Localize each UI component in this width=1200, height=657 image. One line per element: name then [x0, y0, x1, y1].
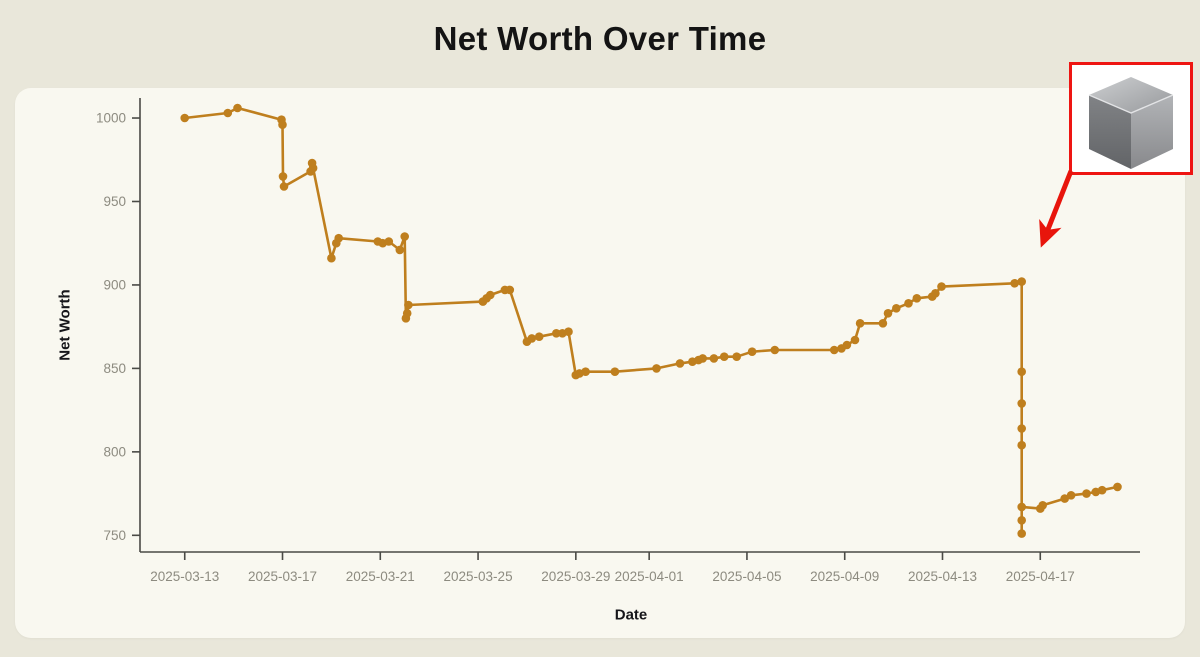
data-point [180, 113, 189, 123]
data-point [1017, 399, 1026, 408]
data-point [1017, 277, 1026, 286]
data-point [1097, 485, 1107, 495]
data-point [223, 108, 233, 118]
y-tick-label: 750 [103, 528, 126, 543]
data-point [675, 359, 685, 368]
y-tick-label: 900 [103, 277, 126, 292]
data-point [1113, 482, 1122, 492]
x-tick-label: 2025-03-25 [444, 569, 513, 584]
data-point [505, 285, 515, 295]
page-title: Net Worth Over Time [433, 20, 767, 57]
data-point [402, 309, 412, 318]
cube-illustration [1088, 77, 1174, 169]
x-tick-label: 2025-03-17 [248, 569, 317, 584]
data-point [404, 300, 413, 310]
data-point [829, 345, 839, 355]
x-tick-label: 2025-04-17 [1006, 569, 1075, 584]
data-point [395, 245, 405, 255]
data-point [610, 367, 620, 377]
data-point [1066, 491, 1076, 500]
y-axis-label: Net Worth [56, 289, 74, 361]
x-tick-label: 2025-03-29 [541, 569, 610, 584]
x-tick-label: 2025-03-21 [346, 569, 415, 584]
data-point [850, 335, 860, 345]
data-point [883, 309, 893, 318]
data-point [334, 233, 344, 243]
data-point [709, 354, 719, 363]
data-point [1060, 494, 1069, 503]
data-point [581, 367, 590, 377]
data-point [747, 347, 757, 357]
cube-edge-highlight [1088, 94, 1174, 114]
x-tick-label: 2025-04-13 [908, 569, 977, 584]
cube-left-face [1089, 95, 1131, 169]
data-point [278, 120, 287, 129]
data-point [732, 352, 741, 362]
data-point [327, 253, 336, 263]
data-point [878, 319, 888, 328]
data-point [1017, 516, 1026, 525]
data-point [552, 329, 561, 338]
data-point [308, 163, 318, 173]
data-point [1017, 367, 1026, 377]
data-point [534, 332, 544, 341]
data-point [842, 340, 852, 350]
data-point [904, 299, 913, 308]
data-point [937, 282, 946, 291]
data-point [1038, 501, 1047, 510]
data-point [698, 354, 707, 363]
net-worth-line-chart: 750 800 850 900 950 1000 2025-03-13 2025-03-17 2… [96, 98, 1140, 584]
data-point [1082, 489, 1091, 498]
data-point [527, 334, 537, 343]
y-tick-label: 950 [103, 194, 126, 209]
data-point [912, 294, 922, 303]
chart-panel: 750 800 850 900 950 1000 2025-03-13 2025-03-17 2… [15, 88, 1185, 638]
data-point [931, 289, 940, 298]
data-point [1017, 424, 1026, 433]
series-line [183, 106, 1119, 535]
data-point [384, 237, 394, 246]
data-point [400, 232, 410, 241]
data-point [564, 327, 573, 336]
x-tick-label: 2025-03-13 [150, 569, 219, 584]
cube-right-face [1131, 95, 1173, 169]
data-point [233, 103, 242, 113]
data-point [279, 182, 289, 191]
data-point [770, 345, 780, 355]
data-point [486, 290, 495, 300]
x-tick-label: 2025-04-05 [712, 569, 781, 584]
data-point [1017, 502, 1026, 512]
y-tick-label: 800 [103, 444, 126, 459]
data-point [855, 319, 865, 328]
y-tick-label: 1000 [96, 111, 126, 126]
data-point [1010, 279, 1019, 288]
x-tick-label: 2025-04-01 [615, 569, 684, 584]
data-point [892, 304, 901, 313]
data-point [1017, 440, 1026, 450]
data-point [652, 364, 661, 373]
y-tick-label: 850 [103, 361, 126, 376]
x-tick-label: 2025-04-09 [810, 569, 879, 584]
x-axis-label: Date [614, 606, 648, 624]
data-point [278, 172, 288, 181]
data-point [1017, 529, 1026, 538]
data-point [719, 352, 729, 362]
metal-cube-photo [1069, 62, 1193, 175]
